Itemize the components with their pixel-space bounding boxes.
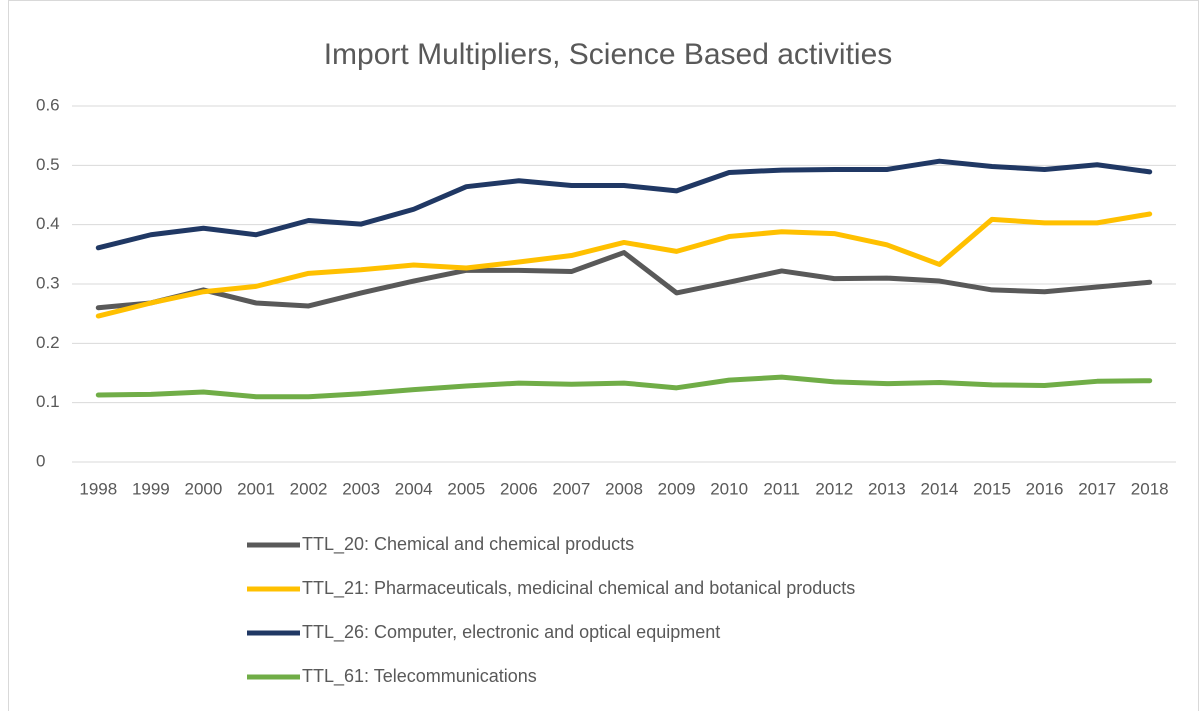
legend-label: TTL_26: Computer, electronic and optical… xyxy=(302,622,720,643)
chart-title: Import Multipliers, Science Based activi… xyxy=(324,38,893,71)
x-tick-label: 2016 xyxy=(1026,479,1064,498)
y-tick-label: 0.5 xyxy=(36,155,60,174)
legend-label: TTL_21: Pharmaceuticals, medicinal chemi… xyxy=(302,578,855,599)
legend-label: TTL_61: Telecommunications xyxy=(302,666,537,687)
y-tick-label: 0.1 xyxy=(36,392,60,411)
series-line xyxy=(95,211,1153,319)
x-tick-label: 2006 xyxy=(500,479,538,498)
x-tick-label: 2005 xyxy=(447,479,485,498)
x-tick-label: 2007 xyxy=(553,479,591,498)
x-tick-label: 2002 xyxy=(290,479,328,498)
x-tick-label: 2015 xyxy=(973,479,1011,498)
x-tick-label: 2014 xyxy=(921,479,959,498)
y-tick-label: 0.3 xyxy=(36,273,60,292)
y-tick-label: 0.6 xyxy=(36,95,60,114)
x-tick-label: 2000 xyxy=(185,479,223,498)
x-tick-label: 2012 xyxy=(815,479,853,498)
y-tick-label: 0.4 xyxy=(36,214,60,233)
x-tick-label: 1998 xyxy=(79,479,117,498)
x-tick-label: 2010 xyxy=(710,479,748,498)
series-line xyxy=(95,158,1153,251)
x-tick-label: 2017 xyxy=(1078,479,1116,498)
y-tick-label: 0 xyxy=(36,451,45,470)
series-line xyxy=(95,374,1153,400)
y-tick-label: 0.2 xyxy=(36,333,60,352)
x-tick-label: 2009 xyxy=(658,479,696,498)
x-tick-label: 2003 xyxy=(342,479,380,498)
x-tick-label: 2013 xyxy=(868,479,906,498)
x-tick-label: 2018 xyxy=(1131,479,1169,498)
x-tick-label: 2004 xyxy=(395,479,433,498)
x-tick-label: 2008 xyxy=(605,479,643,498)
x-tick-label: 2011 xyxy=(763,479,800,498)
x-tick-label: 2001 xyxy=(237,479,275,498)
series-line xyxy=(95,250,1153,311)
chart-border xyxy=(8,0,1199,711)
x-tick-label: 1999 xyxy=(132,479,170,498)
legend-label: TTL_20: Chemical and chemical products xyxy=(302,534,634,555)
